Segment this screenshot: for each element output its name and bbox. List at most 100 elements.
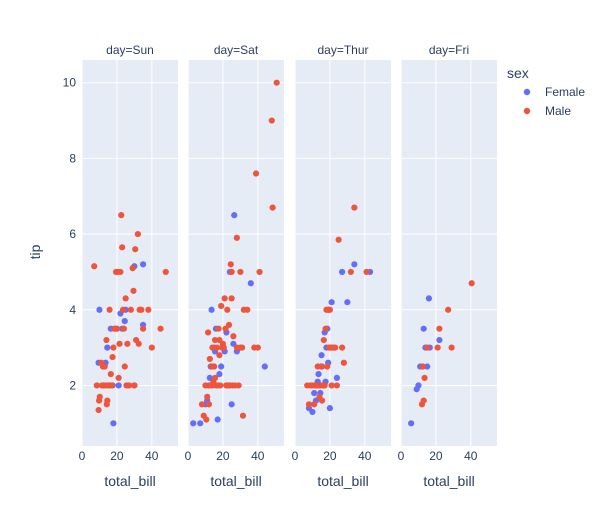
scatter-point-female[interactable] — [333, 374, 340, 381]
scatter-point-male[interactable] — [436, 325, 443, 332]
scatter-point-male[interactable] — [120, 325, 127, 332]
scatter-point-female[interactable] — [216, 371, 223, 378]
scatter-point-male[interactable] — [204, 393, 211, 400]
scatter-point-female[interactable] — [208, 306, 215, 313]
scatter-point-female[interactable] — [96, 306, 103, 313]
scatter-point-male[interactable] — [117, 268, 124, 276]
scatter-point-female[interactable] — [326, 405, 334, 412]
scatter-point-male[interactable] — [269, 204, 276, 211]
scatter-point-male[interactable] — [103, 336, 110, 344]
legend-item-female[interactable]: Female — [523, 85, 586, 99]
scatter-point-male[interactable] — [118, 212, 125, 219]
scatter-point-male[interactable] — [205, 401, 213, 408]
scatter-point-male[interactable] — [268, 117, 275, 124]
scatter-point-male[interactable] — [211, 336, 219, 344]
scatter-point-male[interactable] — [129, 265, 136, 272]
scatter-point-male[interactable] — [320, 336, 327, 344]
scatter-point-female[interactable] — [190, 420, 197, 427]
scatter-point-male[interactable] — [104, 397, 111, 404]
scatter-point-male[interactable] — [347, 268, 354, 276]
scatter-point-male[interactable] — [227, 261, 234, 268]
scatter-point-male[interactable] — [419, 363, 426, 370]
scatter-point-female[interactable] — [311, 389, 318, 397]
scatter-point-male[interactable] — [448, 344, 455, 351]
scatter-point-male[interactable] — [333, 382, 340, 389]
scatter-point-male[interactable] — [424, 344, 431, 351]
scatter-point-male[interactable] — [162, 268, 169, 276]
scatter-point-male[interactable] — [228, 295, 235, 302]
scatter-point-male[interactable] — [119, 244, 126, 251]
scatter-point-male[interactable] — [119, 306, 127, 313]
scatter-point-female[interactable] — [104, 344, 111, 351]
scatter-point-male[interactable] — [204, 329, 212, 336]
scatter-point-male[interactable] — [211, 363, 218, 370]
scatter-point-male[interactable] — [326, 306, 334, 313]
scatter-point-female[interactable] — [309, 408, 316, 416]
scatter-point-male[interactable] — [108, 382, 115, 389]
scatter-point-male[interactable] — [203, 416, 210, 423]
scatter-point-male[interactable] — [318, 363, 325, 370]
scatter-point-female[interactable] — [247, 280, 254, 287]
scatter-point-male[interactable] — [235, 382, 242, 389]
scatter-point-male[interactable] — [340, 359, 347, 366]
scatter-point-male[interactable] — [148, 344, 155, 351]
scatter-point-male[interactable] — [256, 268, 263, 276]
scatter-point-male[interactable] — [224, 306, 231, 313]
scatter-point-male[interactable] — [145, 306, 152, 313]
scatter-point-male[interactable] — [217, 382, 224, 389]
scatter-point-male[interactable] — [324, 363, 331, 370]
scatter-point-male[interactable] — [363, 268, 370, 276]
scatter-point-male[interactable] — [211, 374, 219, 381]
scatter-point-male[interactable] — [206, 355, 213, 363]
scatter-point-male[interactable] — [332, 344, 339, 351]
legend-item-male[interactable]: Male — [523, 104, 572, 118]
scatter-point-male[interactable] — [122, 295, 129, 302]
scatter-point-male[interactable] — [113, 325, 121, 332]
scatter-point-female[interactable] — [351, 261, 358, 268]
scatter-point-male[interactable] — [135, 340, 142, 347]
scatter-point-male[interactable] — [138, 306, 145, 313]
scatter-point-female[interactable] — [315, 371, 322, 378]
scatter-point-female[interactable] — [115, 382, 122, 389]
scatter-point-male[interactable] — [244, 306, 251, 313]
scatter-point-male[interactable] — [237, 344, 244, 351]
scatter-point-male[interactable] — [110, 344, 117, 351]
scatter-point-female[interactable] — [110, 420, 117, 427]
scatter-point-male[interactable] — [237, 268, 244, 276]
scatter-point-male[interactable] — [311, 401, 318, 408]
scatter-point-male[interactable] — [252, 170, 260, 177]
scatter-point-female[interactable] — [261, 363, 268, 370]
scatter-point-male[interactable] — [127, 306, 134, 313]
scatter-point-female[interactable] — [408, 420, 415, 427]
scatter-point-male[interactable] — [328, 382, 335, 389]
scatter-point-male[interactable] — [132, 246, 139, 253]
scatter-point-female[interactable] — [318, 352, 325, 359]
scatter-point-female[interactable] — [139, 261, 147, 268]
scatter-point-male[interactable] — [434, 344, 441, 351]
scatter-point-male[interactable] — [230, 333, 237, 340]
scatter-point-female[interactable] — [415, 382, 422, 389]
scatter-point-male[interactable] — [157, 325, 164, 332]
scatter-point-male[interactable] — [445, 306, 452, 313]
scatter-point-male[interactable] — [468, 280, 475, 287]
scatter-point-male[interactable] — [139, 325, 147, 332]
scatter-point-male[interactable] — [134, 230, 141, 238]
scatter-point-male[interactable] — [209, 344, 216, 351]
scatter-point-male[interactable] — [106, 306, 113, 313]
scatter-point-male[interactable] — [221, 295, 228, 302]
scatter-point-male[interactable] — [213, 344, 220, 351]
scatter-point-female[interactable] — [121, 318, 128, 325]
scatter-point-male[interactable] — [109, 353, 116, 361]
scatter-point-male[interactable] — [131, 382, 138, 389]
scatter-point-male[interactable] — [101, 363, 108, 370]
scatter-point-male[interactable] — [124, 340, 131, 347]
scatter-point-male[interactable] — [121, 363, 128, 370]
scatter-point-male[interactable] — [225, 321, 233, 328]
scatter-point-female[interactable] — [197, 420, 204, 427]
scatter-point-male[interactable] — [126, 382, 133, 389]
scatter-point-male[interactable] — [318, 397, 326, 404]
scatter-point-female[interactable] — [231, 212, 238, 219]
scatter-point-female[interactable] — [424, 363, 431, 370]
scatter-point-female[interactable] — [218, 363, 225, 370]
scatter-point-male[interactable] — [219, 340, 227, 347]
